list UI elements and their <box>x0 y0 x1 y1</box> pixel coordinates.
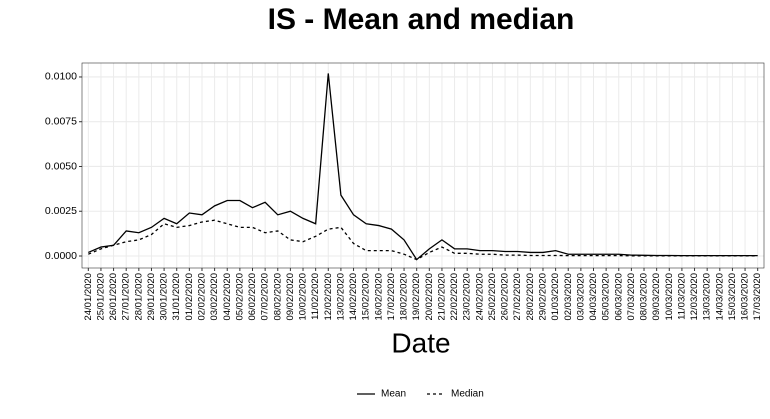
legend-label: Mean <box>381 389 406 400</box>
x-tick-label: 07/02/2020 <box>260 273 271 321</box>
x-tick-label: 04/02/2020 <box>222 273 233 321</box>
x-tick-label: 29/01/2020 <box>146 273 157 321</box>
panel <box>82 63 764 268</box>
x-tick-label: 13/03/2020 <box>702 273 713 321</box>
x-tick-label: 23/02/2020 <box>462 273 473 321</box>
x-tick-label: 06/03/2020 <box>613 273 624 321</box>
x-tick-label: 28/02/2020 <box>525 273 536 321</box>
x-tick-label: 22/02/2020 <box>449 273 460 321</box>
x-tick-label: 09/03/2020 <box>651 273 662 321</box>
x-tick-label: 18/02/2020 <box>399 273 410 321</box>
y-tick-label: 0.0075 <box>45 116 77 128</box>
x-tick-label: 28/01/2020 <box>133 273 144 321</box>
x-tick-label: 08/03/2020 <box>639 273 650 321</box>
x-tick-label: 12/03/2020 <box>689 273 700 321</box>
x-tick-label: 14/02/2020 <box>348 273 359 321</box>
x-tick-label: 08/02/2020 <box>272 273 283 321</box>
x-axis-title: Date <box>391 327 450 358</box>
x-tick-label: 31/01/2020 <box>171 273 182 321</box>
y-tick-label: 0.0100 <box>45 71 77 83</box>
x-tick-label: 25/02/2020 <box>487 273 498 321</box>
x-tick-label: 27/02/2020 <box>512 273 523 321</box>
x-tick-label: 29/02/2020 <box>537 273 548 321</box>
x-tick-label: 02/03/2020 <box>563 273 574 321</box>
x-tick-label: 24/01/2020 <box>83 273 94 321</box>
x-tick-label: 09/02/2020 <box>285 273 296 321</box>
chart-title: IS - Mean and median <box>268 3 575 36</box>
x-tick-label: 19/02/2020 <box>411 273 422 321</box>
x-tick-label: 10/03/2020 <box>664 273 675 321</box>
x-tick-label: 12/02/2020 <box>323 273 334 321</box>
y-tick-label: 0.0050 <box>45 160 77 172</box>
x-tick-label: 21/02/2020 <box>436 273 447 321</box>
x-tick-label: 17/03/2020 <box>752 273 763 321</box>
x-tick-label: 11/03/2020 <box>676 273 687 320</box>
x-tick-label: 14/03/2020 <box>714 273 725 321</box>
x-tick-label: 05/02/2020 <box>234 273 245 321</box>
x-tick-label: 10/02/2020 <box>298 273 309 321</box>
x-tick-label: 01/03/2020 <box>550 273 561 321</box>
x-tick-label: 24/02/2020 <box>474 273 485 321</box>
y-tick-label: 0.0025 <box>45 205 77 217</box>
x-tick-label: 11/02/2020 <box>310 273 321 320</box>
x-tick-label: 04/03/2020 <box>588 273 599 321</box>
x-tick-label: 03/03/2020 <box>575 273 586 321</box>
x-tick-label: 06/02/2020 <box>247 273 258 321</box>
x-tick-label: 17/02/2020 <box>386 273 397 321</box>
x-tick-label: 05/03/2020 <box>601 273 612 321</box>
x-tick-label: 26/02/2020 <box>500 273 511 321</box>
x-tick-label: 15/03/2020 <box>727 273 738 321</box>
x-tick-label: 13/02/2020 <box>335 273 346 321</box>
series-line <box>88 219 758 261</box>
x-tick-label: 03/02/2020 <box>209 273 220 321</box>
x-tick-label: 20/02/2020 <box>424 273 435 321</box>
x-tick-label: 25/01/2020 <box>95 273 106 321</box>
x-tick-label: 01/02/2020 <box>184 273 195 321</box>
x-tick-label: 16/02/2020 <box>373 273 384 321</box>
x-tick-label: 30/01/2020 <box>159 273 170 321</box>
x-tick-label: 16/03/2020 <box>740 273 751 321</box>
x-tick-label: 27/01/2020 <box>121 273 132 321</box>
legend-label: Median <box>451 389 484 400</box>
x-tick-label: 26/01/2020 <box>108 273 119 321</box>
x-tick-label: 07/03/2020 <box>626 273 637 321</box>
y-tick-label: 0.0000 <box>45 250 77 262</box>
x-tick-label: 02/02/2020 <box>196 273 207 321</box>
x-tick-label: 15/02/2020 <box>361 273 372 321</box>
panel-border <box>81 62 765 269</box>
